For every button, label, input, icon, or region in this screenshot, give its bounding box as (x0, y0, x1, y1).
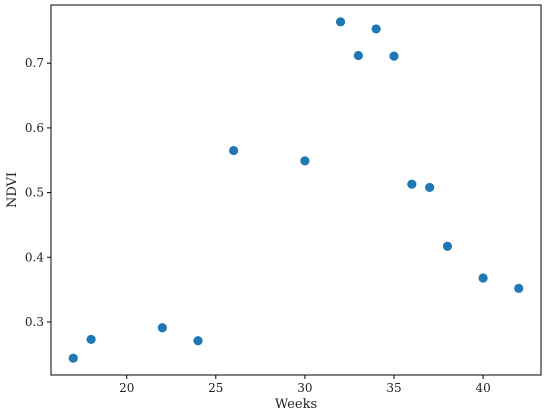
data-point (425, 182, 435, 193)
x-tick-label: 20 (119, 381, 134, 395)
data-point (371, 24, 381, 34)
data-point (193, 336, 203, 346)
plot-area (50, 4, 542, 376)
data-point (335, 17, 346, 27)
x-tick-label: 25 (208, 381, 223, 395)
data-point (478, 273, 488, 283)
data-point (389, 51, 399, 61)
x-axis-ticks: 20 25 30 35 40 (119, 375, 491, 395)
y-tick-label: 0.5 (25, 186, 44, 200)
y-axis-label: NDVI (5, 172, 20, 208)
data-point (442, 241, 453, 251)
y-tick-label: 0.7 (25, 56, 44, 70)
x-tick-label: 30 (297, 381, 312, 395)
x-tick-label: 35 (386, 381, 401, 395)
data-points (68, 17, 524, 363)
y-tick-label: 0.4 (25, 250, 44, 264)
data-point (407, 179, 417, 189)
data-point (229, 145, 239, 156)
data-point (86, 334, 96, 345)
x-axis-label: Weeks (275, 397, 317, 412)
data-point (300, 156, 310, 166)
data-point (157, 323, 167, 333)
data-point (68, 353, 78, 363)
x-tick-label: 40 (475, 381, 490, 395)
data-point (353, 50, 363, 61)
y-axis-ticks: 0.3 0.4 0.5 0.6 0.7 (25, 56, 51, 329)
y-tick-label: 0.6 (25, 121, 44, 135)
y-tick-label: 0.3 (25, 315, 44, 329)
data-point (514, 283, 524, 293)
